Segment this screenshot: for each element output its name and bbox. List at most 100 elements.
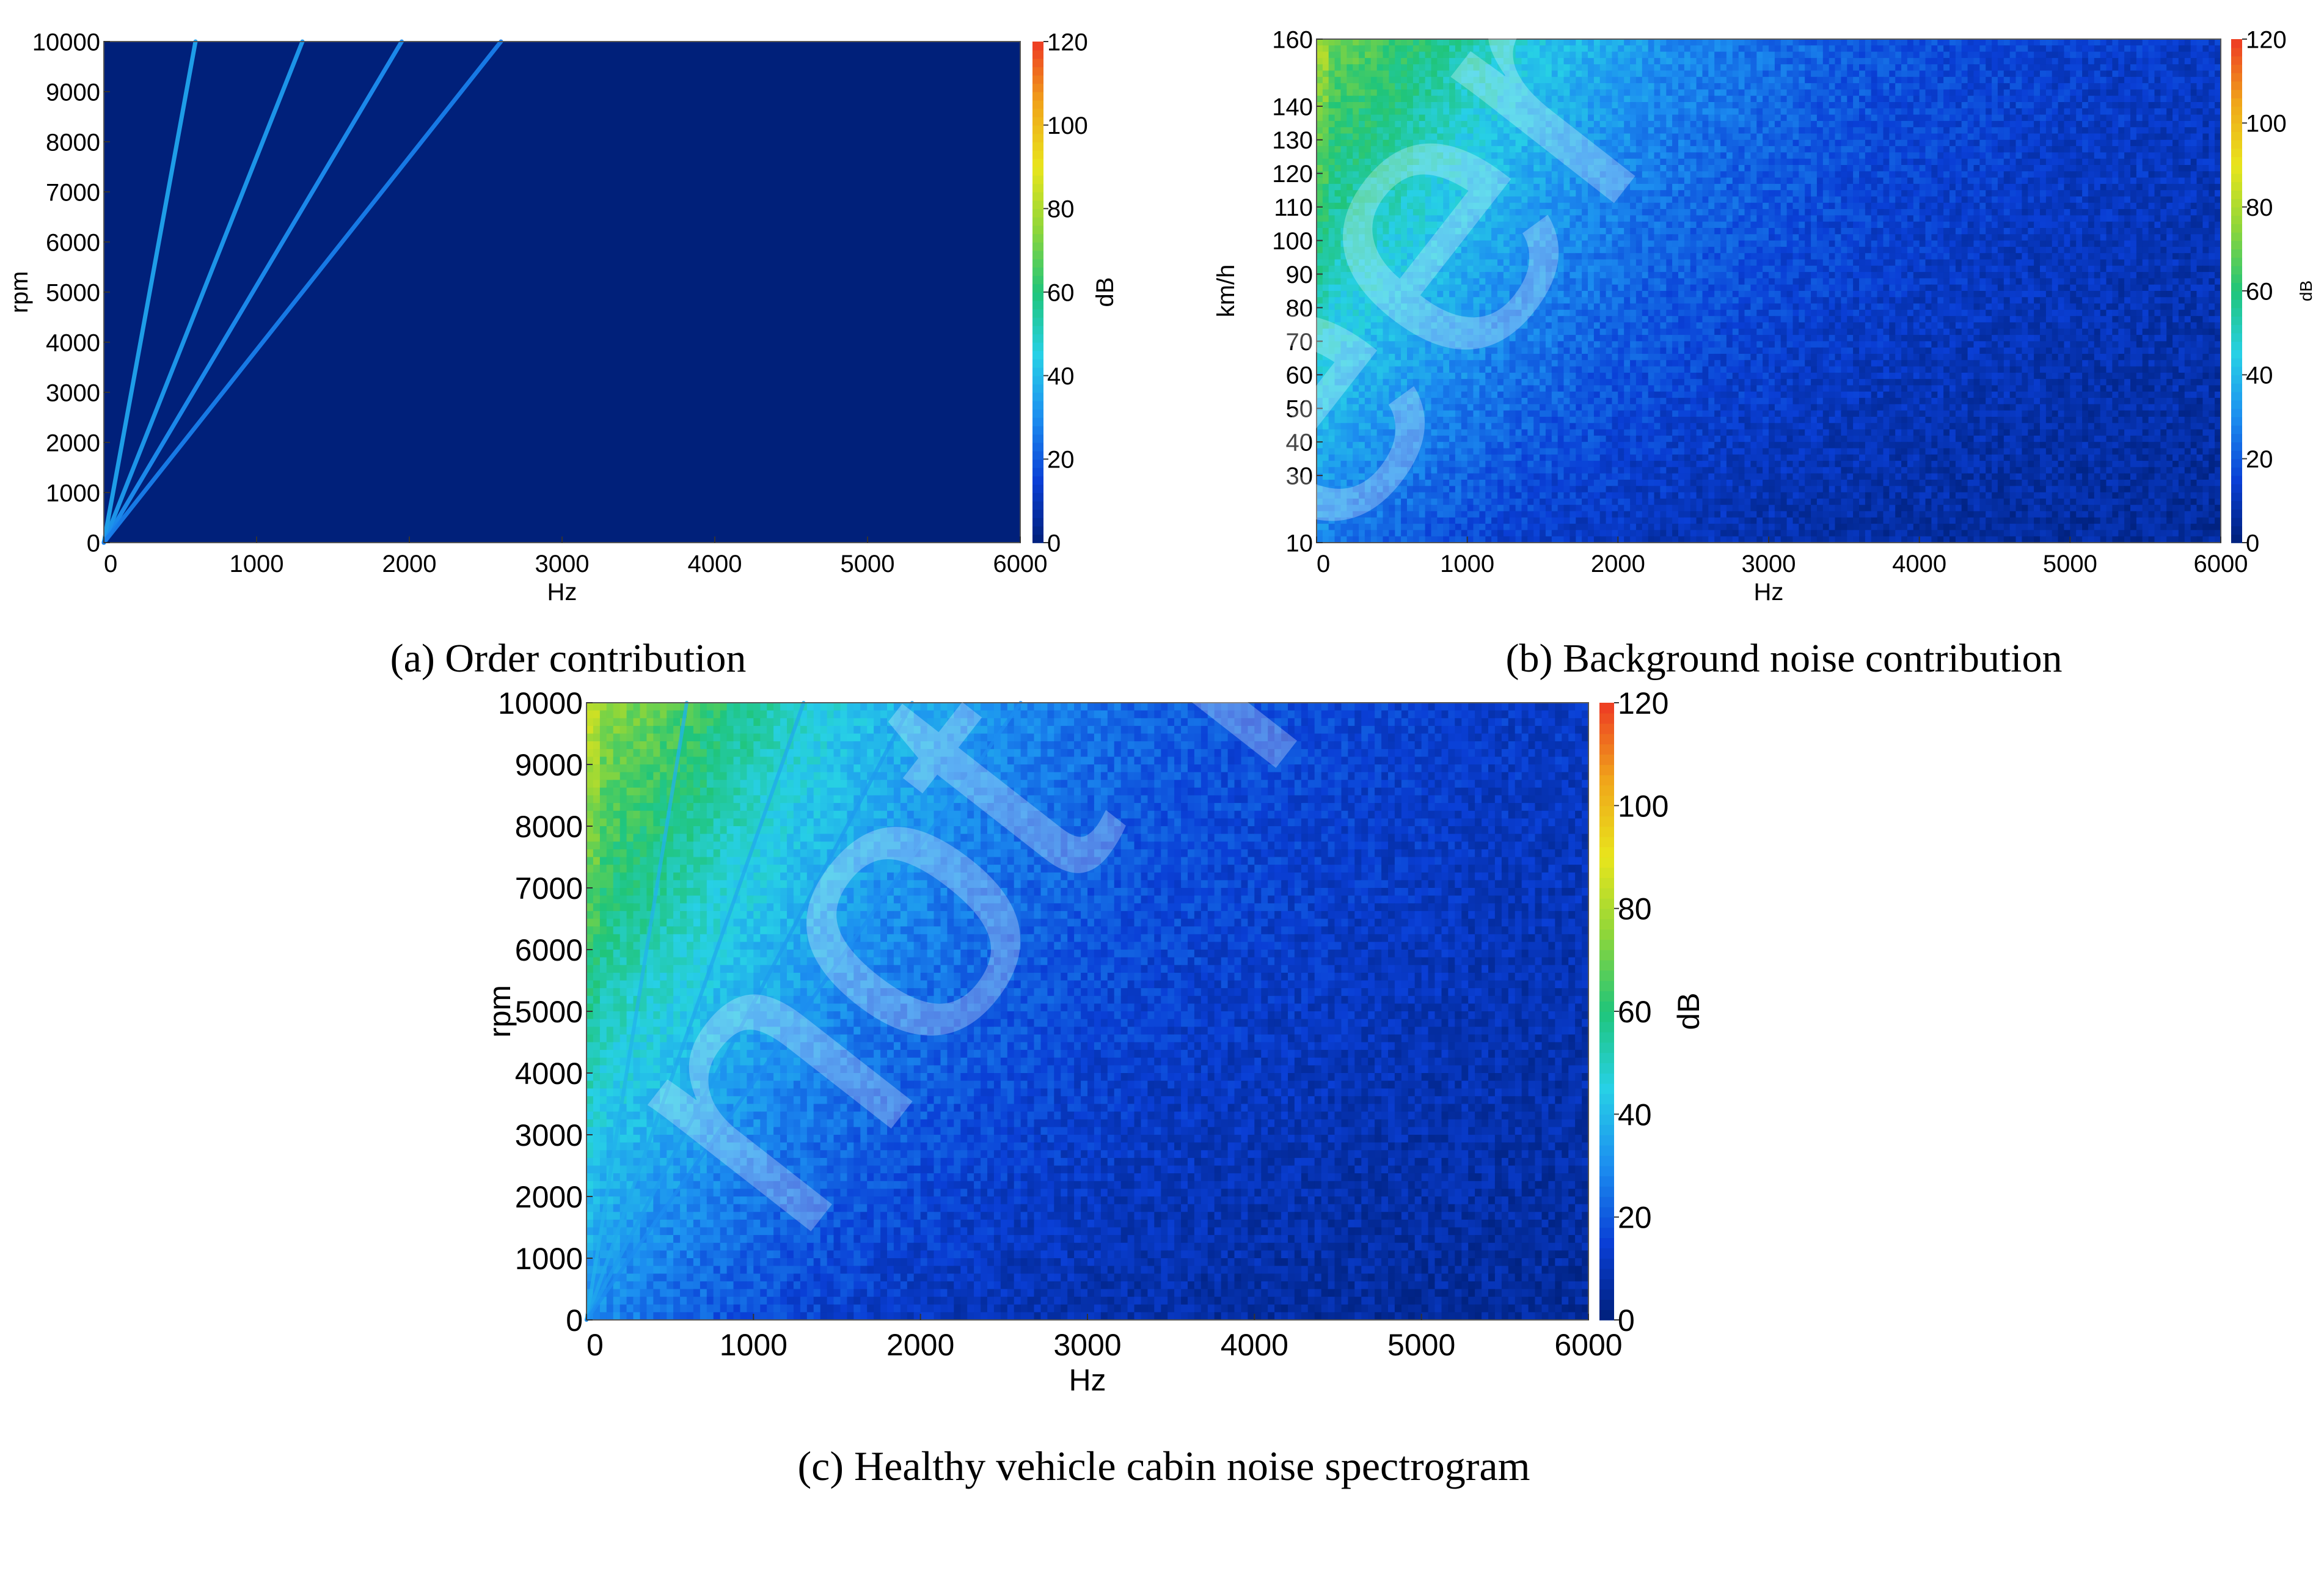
spectrogram-cell [1774, 221, 1781, 229]
spectrogram-cell [1630, 70, 1637, 78]
spectrogram-cell [1407, 202, 1414, 210]
spectrogram-cell [1835, 196, 1842, 203]
spectrogram-cell [1967, 228, 1975, 235]
spectrogram-cell [1317, 95, 1323, 103]
spectrogram-cell [1545, 146, 1552, 153]
spectrogram-cell [1383, 177, 1390, 185]
colorbar-segment [1032, 509, 1043, 518]
spectrogram-cell [1395, 215, 1401, 222]
spectrogram-cell [2184, 51, 2191, 59]
spectrogram-cell [1443, 221, 1450, 229]
spectrogram-cell [1943, 158, 1950, 166]
spectrogram-cell [1678, 89, 1685, 97]
spectrogram-cell [1455, 221, 1462, 229]
spectrogram-cell [1895, 183, 1902, 191]
spectrogram-cell [1419, 190, 1426, 197]
spectrogram-cell [1401, 139, 1408, 147]
spectrogram-cell [1527, 133, 1534, 141]
spectrogram-cell [2064, 228, 2071, 235]
spectrogram-cell [1412, 202, 1420, 210]
spectrogram-cell [2154, 221, 2161, 229]
spectrogram-cell [1521, 70, 1529, 78]
spectrogram-cell [1527, 108, 1534, 115]
spectrogram-cell [2172, 133, 2179, 141]
spectrogram-cell [1612, 139, 1619, 147]
spectrogram-cell [1769, 139, 1775, 147]
spectrogram-cell [2178, 127, 2185, 134]
spectrogram-cell [1473, 215, 1480, 222]
spectrogram-cell [1853, 133, 1860, 141]
spectrogram-cell [1666, 202, 1673, 210]
spectrogram-cell [2070, 158, 2077, 166]
spectrogram-cell [1847, 95, 1854, 103]
spectrogram-cell [2064, 108, 2071, 115]
spectrogram-cell [1811, 45, 1818, 53]
spectrogram-cell [1841, 190, 1848, 197]
spectrogram-cell [1973, 45, 1981, 53]
spectrogram-cell [1750, 177, 1758, 185]
spectrogram-cell [2094, 83, 2101, 90]
spectrogram-cell [1412, 228, 1420, 235]
spectrogram-cell [1895, 133, 1902, 141]
spectrogram-cell [1412, 165, 1420, 172]
spectrogram-cell [1557, 228, 1565, 235]
spectrogram-cell [1756, 108, 1763, 115]
spectrogram-cell [1997, 177, 2004, 185]
spectrogram-cell [1780, 133, 1788, 141]
spectrogram-cell [1763, 165, 1769, 172]
spectrogram-cell [2215, 95, 2221, 103]
spectrogram-cell [1557, 83, 1565, 90]
spectrogram-cell [1720, 127, 1727, 134]
spectrogram-cell [1997, 183, 2004, 191]
spectrogram-cell [1407, 152, 1414, 159]
spectrogram-cell [1576, 209, 1582, 216]
spectrogram-cell [2124, 70, 2131, 78]
spectrogram-cell [1943, 114, 1950, 122]
spectrogram-cell [2130, 152, 2137, 159]
spectrogram-cell [1569, 95, 1577, 103]
spectrogram-cell [1540, 45, 1546, 53]
spectrogram-cell [1593, 234, 1601, 241]
spectrogram-cell [1901, 209, 1908, 216]
spectrogram-cell [1606, 83, 1613, 90]
spectrogram-cell [1449, 190, 1456, 197]
spectrogram-cell [1889, 177, 1896, 185]
spectrogram-cell [1612, 202, 1619, 210]
spectrogram-cell [2100, 102, 2107, 109]
spectrogram-cell [1431, 102, 1438, 109]
spectrogram-cell [2148, 114, 2155, 122]
spectrogram-cell [1955, 64, 1962, 71]
spectrogram-cell [1702, 83, 1709, 90]
spectrogram-cell [2070, 51, 2077, 59]
x-tick-label: 4000 [688, 551, 742, 577]
spectrogram-cell [1563, 64, 1571, 71]
spectrogram-cell [1473, 127, 1480, 134]
spectrogram-cell [1738, 127, 1745, 134]
spectrogram-cell [2058, 190, 2065, 197]
spectrogram-cell [2052, 228, 2059, 235]
spectrogram-cell [1340, 120, 1348, 128]
spectrogram-cell [1859, 177, 1866, 185]
spectrogram-cell [2034, 215, 2041, 222]
spectrogram-cell [1322, 183, 1329, 191]
spectrogram-cell [2040, 114, 2047, 122]
spectrogram-cell [1497, 39, 1504, 46]
spectrogram-cell [1347, 139, 1353, 147]
spectrogram-cell [2166, 70, 2173, 78]
spectrogram-cell [1829, 177, 1836, 185]
spectrogram-cell [1545, 171, 1552, 178]
spectrogram-cell [2009, 221, 2017, 229]
spectrogram-cell [2058, 83, 2065, 90]
spectrogram-cell [1714, 146, 1721, 153]
spectrogram-cell [1780, 45, 1788, 53]
spectrogram-cell [2178, 171, 2185, 178]
spectrogram-cell [1931, 196, 1938, 203]
spectrogram-cell [1497, 196, 1504, 203]
spectrogram-cell [1750, 76, 1758, 84]
spectrogram-cell [1395, 114, 1401, 122]
spectrogram-cell [2003, 165, 2011, 172]
spectrogram-cell [1986, 89, 1992, 97]
spectrogram-cell [1949, 76, 1956, 84]
spectrogram-cell [1986, 139, 1992, 147]
spectrogram-cell [1419, 114, 1426, 122]
